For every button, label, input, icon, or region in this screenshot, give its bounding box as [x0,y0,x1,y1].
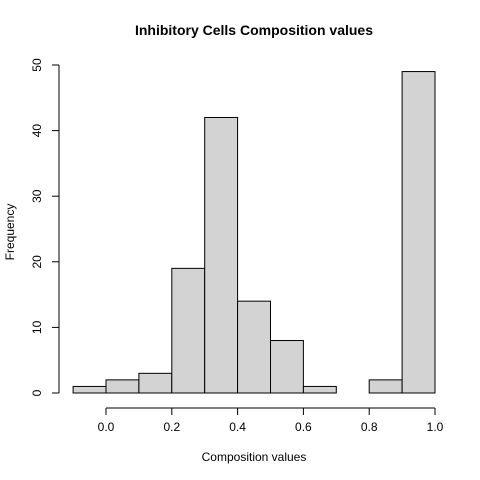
histogram-bar [270,340,304,394]
histogram-bar [72,385,107,394]
y-tick-label: 20 [30,255,44,269]
histogram-bar [237,300,272,394]
y-tick-label: 10 [30,320,44,334]
x-tick-label: 0.0 [98,420,115,434]
histogram-bar [302,385,337,394]
x-tick-label: 0.8 [361,420,378,434]
histogram-bar [401,71,436,394]
histogram-bar [171,267,206,394]
x-axis-label: Composition values [202,450,307,464]
histogram-bar [138,372,173,394]
y-tick-label: 0 [30,389,44,396]
x-tick-label: 0.6 [295,420,312,434]
chart-title: Inhibitory Cells Composition values [135,22,373,38]
y-axis: 0 10 20 30 40 50 [30,58,60,396]
y-tick-label: 40 [30,124,44,138]
y-axis-label: Frequency [3,204,17,261]
x-axis: 0.0 0.2 0.4 0.6 0.8 1.0 [98,407,444,434]
histogram-bar [105,379,140,394]
y-tick-label: 50 [30,58,44,72]
x-tick-label: 1.0 [427,420,444,434]
x-tick-label: 0.4 [229,420,246,434]
y-tick-label: 30 [30,189,44,203]
histogram-bar [368,379,403,394]
histogram-bar [204,116,239,394]
x-tick-label: 0.2 [163,420,180,434]
bars-group [72,71,436,394]
